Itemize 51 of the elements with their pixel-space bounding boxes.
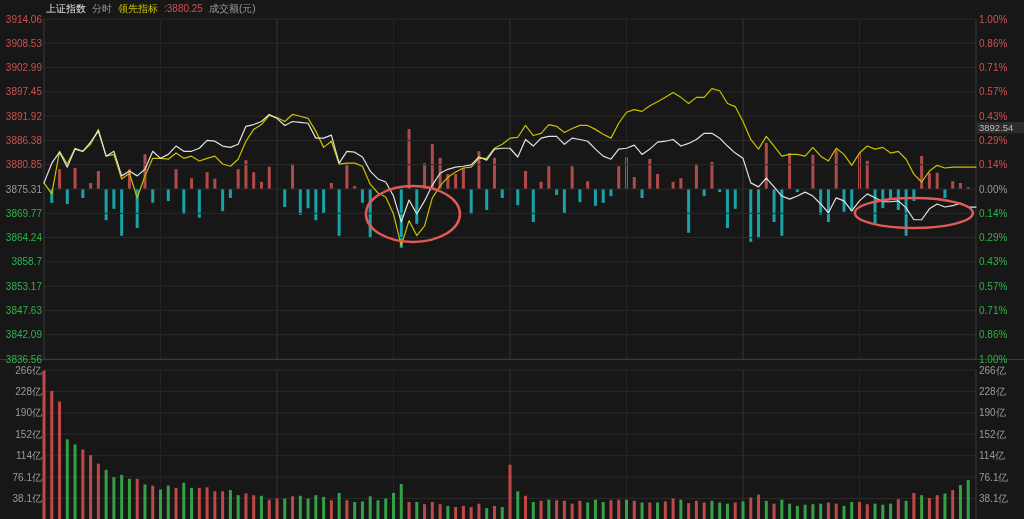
text: 成交额(元) xyxy=(208,3,256,14)
annotation: 3892.54 xyxy=(979,122,1014,134)
y-tick-label: 3908.53 xyxy=(5,37,43,49)
text: 上证指数 xyxy=(46,3,86,14)
y-tick-label: 114亿 xyxy=(16,450,42,462)
y-tick-label: 3880.85 xyxy=(5,159,43,171)
y-tick-label: 228亿 xyxy=(15,385,42,397)
y2-tick-label: 0.29% xyxy=(979,134,1008,146)
y-tick-label: 152亿 xyxy=(15,428,42,440)
y2-tick-label: 0.57% xyxy=(979,280,1008,292)
y-tick-label: 3842.09 xyxy=(5,329,43,341)
y-tick-label: 3902.99 xyxy=(5,62,43,74)
y2-tick-label: 190亿 xyxy=(979,407,1006,419)
y-tick-label: 76.1亿 xyxy=(12,471,42,483)
y-tick-label: 190亿 xyxy=(15,407,42,419)
y-tick-label: 3886.38 xyxy=(5,134,43,146)
y2-tick-label: 0.14% xyxy=(979,207,1008,219)
text: :3880.25 xyxy=(164,3,204,14)
y-tick-label: 3914.06 xyxy=(5,13,43,25)
y2-tick-label: 228亿 xyxy=(979,385,1006,397)
y-tick-label: 3853.17 xyxy=(5,280,43,292)
y2-tick-label: 38.1亿 xyxy=(979,493,1009,505)
y-tick-label: 38.1亿 xyxy=(12,493,42,505)
y2-tick-label: 0.71% xyxy=(979,62,1008,74)
y-tick-label: 266亿 xyxy=(15,364,42,376)
y2-tick-label: 0.43% xyxy=(979,256,1008,268)
y2-tick-label: 1.00% xyxy=(979,353,1008,365)
y-tick-label: 3869.77 xyxy=(5,207,43,219)
y2-tick-label: 0.29% xyxy=(979,232,1008,244)
y-tick-label: 3847.63 xyxy=(5,304,43,316)
text: 领先指标 xyxy=(118,3,158,14)
chart-subtitle: 分时 xyxy=(92,3,112,14)
y2-tick-label: 0.86% xyxy=(979,329,1008,341)
y2-tick-label: 266亿 xyxy=(979,364,1006,376)
y-tick-label: 3836.56 xyxy=(5,353,43,365)
y2-tick-label: 0.71% xyxy=(979,304,1008,316)
y-tick-label: 3864.24 xyxy=(5,232,43,244)
y2-tick-label: 114亿 xyxy=(979,450,1005,462)
y2-tick-label: 152亿 xyxy=(979,428,1006,440)
y2-tick-label: 0.00% xyxy=(979,183,1008,195)
y-tick-label: 3891.92 xyxy=(5,110,43,122)
y2-tick-label: 1.00% xyxy=(979,13,1008,25)
y-tick-label: 3875.31 xyxy=(5,183,43,195)
y-tick-label: 3897.45 xyxy=(5,86,43,98)
y2-tick-label: 76.1亿 xyxy=(979,471,1009,483)
y2-tick-label: 0.57% xyxy=(979,86,1008,98)
y2-tick-label: 0.14% xyxy=(979,159,1008,171)
price-label: 3892.54 xyxy=(977,122,1024,134)
y2-tick-label: 0.86% xyxy=(979,37,1008,49)
y2-tick-label: 0.43% xyxy=(979,110,1008,122)
y-tick-label: 3858.7 xyxy=(11,256,43,268)
